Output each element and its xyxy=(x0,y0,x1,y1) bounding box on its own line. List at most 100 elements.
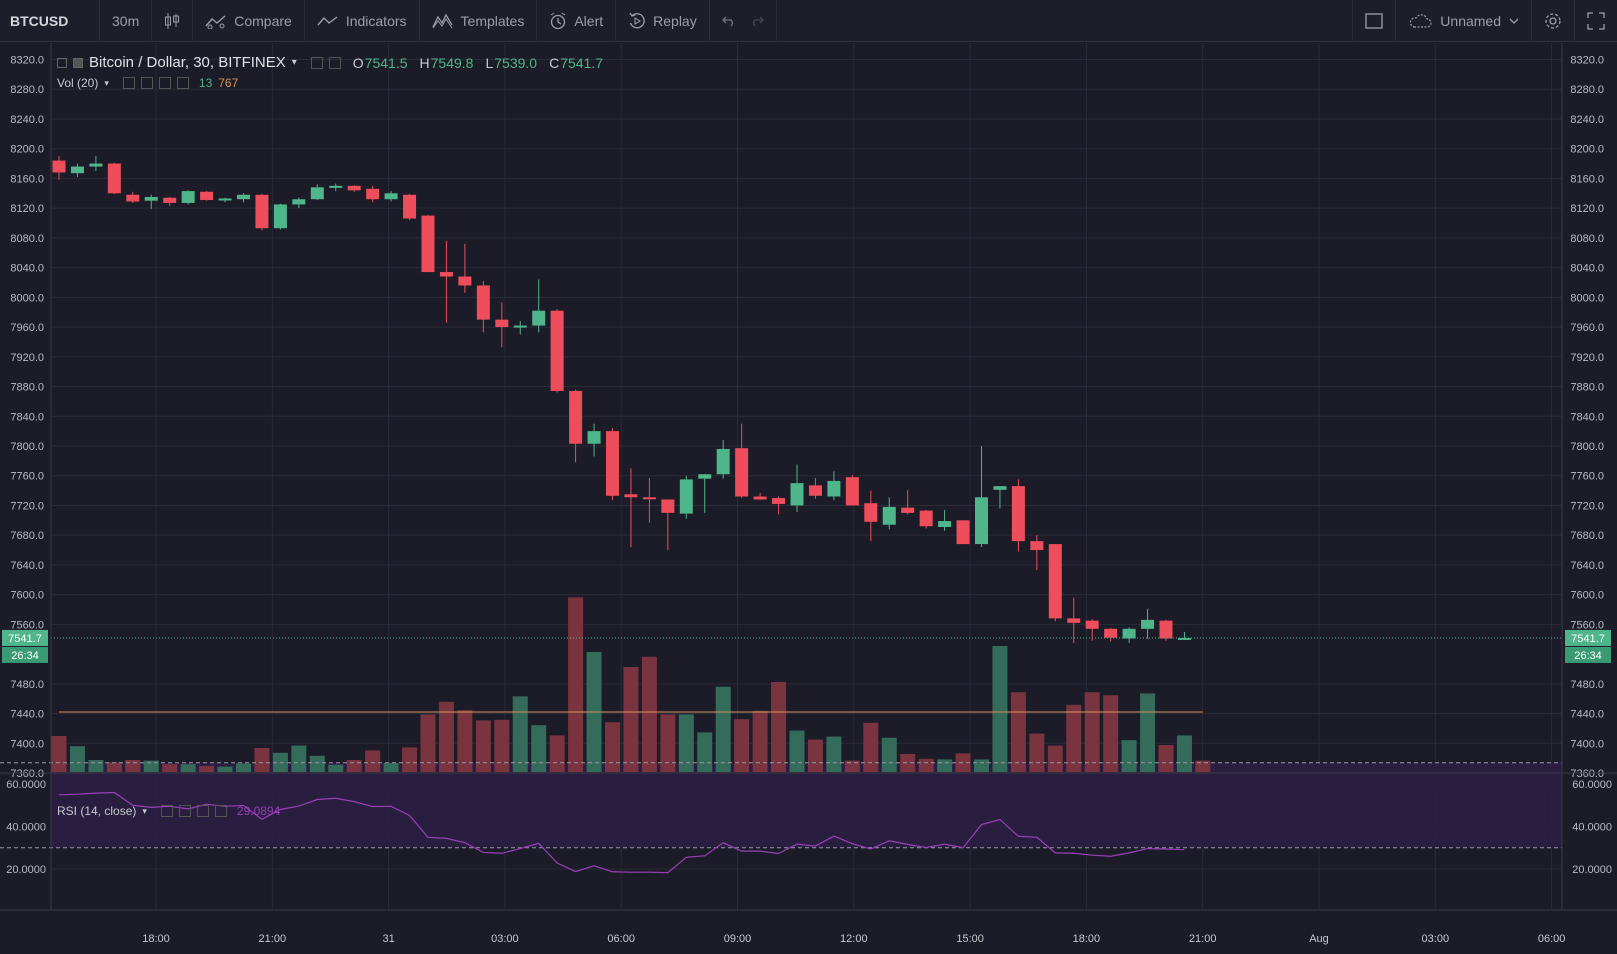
alert-button[interactable]: Alert xyxy=(537,0,617,42)
settings-icon[interactable] xyxy=(140,77,153,89)
last-price-label: 7541.7 xyxy=(1571,633,1605,645)
plus-icon[interactable] xyxy=(196,805,209,817)
y-tick-label-right: 7840.0 xyxy=(1570,411,1604,423)
x-tick-label: Aug xyxy=(1309,933,1329,945)
undo-icon[interactable] xyxy=(721,15,736,27)
save-layout-button[interactable]: Unnamed xyxy=(1396,0,1532,42)
chevron-down-icon[interactable]: ▾ xyxy=(142,805,147,816)
high-value: 7549.8 xyxy=(430,54,474,71)
volume-label[interactable]: Vol (20) xyxy=(57,76,99,90)
templates-button[interactable]: Templates xyxy=(420,0,538,42)
candle xyxy=(975,497,988,545)
indicators-label: Indicators xyxy=(345,12,407,29)
price-chart[interactable]: 8320.0 8320.0 8280.0 8280.0 8240.0 8240.0 8200… xyxy=(0,43,1617,954)
eye-icon[interactable] xyxy=(160,805,173,817)
candle xyxy=(70,166,84,174)
rsi-tick-label-left: 20.0000 xyxy=(6,864,46,876)
candle xyxy=(1067,618,1081,623)
y-tick-label-right: 8000.0 xyxy=(1570,292,1604,304)
close-icon[interactable] xyxy=(214,805,227,817)
rsi-tick-label-right: 60.0000 xyxy=(1572,779,1612,791)
volume-bar xyxy=(623,667,639,772)
candle xyxy=(864,503,878,522)
rsi-label[interactable]: RSI (14, close) xyxy=(57,804,137,818)
price-badge-right xyxy=(1565,629,1611,646)
volume-bar xyxy=(254,748,270,772)
x-tick-label: 21:00 xyxy=(259,933,287,945)
rsi-tick-label-left: 40.0000 xyxy=(6,822,46,834)
chart-area[interactable]: 8320.0 8320.0 8280.0 8280.0 8240.0 8240.0 8200… xyxy=(0,43,1617,954)
eye-icon[interactable] xyxy=(310,56,323,69)
candle xyxy=(237,194,250,200)
rsi-tick-label-right: 40.0000 xyxy=(1572,822,1612,834)
candle xyxy=(1085,620,1099,629)
chevron-down-icon[interactable]: ▾ xyxy=(291,57,297,68)
y-tick-label-right: 7480.0 xyxy=(1570,679,1604,691)
y-tick-label-right: 8240.0 xyxy=(1570,114,1604,126)
candle xyxy=(292,199,306,205)
rsi-tick-label-right: 20.0000 xyxy=(1572,864,1612,876)
candle xyxy=(403,194,417,219)
y-tick-label-left: 8320.0 xyxy=(10,55,44,67)
fullscreen-button[interactable] xyxy=(1575,0,1617,42)
volume-bar xyxy=(217,766,233,772)
volume-bar xyxy=(1029,733,1045,772)
rsi-value: 29.0894 xyxy=(236,804,281,818)
compare-button[interactable]: Compare xyxy=(193,0,305,42)
countdown-label: 26:34 xyxy=(1574,650,1602,662)
volume-bar xyxy=(1047,745,1063,772)
plus-icon[interactable] xyxy=(158,77,171,89)
interval-button[interactable]: 30m xyxy=(100,0,153,42)
settings-button[interactable] xyxy=(1532,0,1575,42)
volume-bar xyxy=(383,763,399,772)
redo-icon[interactable] xyxy=(750,15,764,27)
candle xyxy=(587,431,601,444)
volume-bar xyxy=(51,736,67,772)
eye-icon[interactable] xyxy=(122,77,135,89)
replay-button[interactable]: Replay xyxy=(616,0,710,42)
y-tick-label-right: 7440.0 xyxy=(1570,709,1604,721)
y-tick-label-left: 8080.0 xyxy=(10,233,44,245)
volume-bar xyxy=(106,762,122,772)
volume-bar xyxy=(752,710,768,772)
volume-bar xyxy=(143,760,159,772)
y-tick-label-right: 8320.0 xyxy=(1570,55,1604,67)
x-tick-label: 21:00 xyxy=(1189,933,1217,945)
indicators-button[interactable]: Indicators xyxy=(305,0,420,42)
candle xyxy=(642,497,656,500)
rsi-line xyxy=(58,791,1185,874)
chevron-down-icon[interactable]: ▾ xyxy=(104,77,109,88)
layout-button[interactable] xyxy=(1353,0,1397,42)
candle xyxy=(901,507,915,513)
volume-bar xyxy=(309,755,325,772)
low-value: 7539.0 xyxy=(494,54,538,71)
symbol-search[interactable]: BTCUSD xyxy=(0,0,100,42)
open-value: 7541.5 xyxy=(364,54,408,71)
y-tick-label-left: 7720.0 xyxy=(10,500,44,512)
y-tick-label-right: 7880.0 xyxy=(1570,382,1604,394)
volume-bar xyxy=(1084,692,1100,772)
chart-title[interactable]: Bitcoin / Dollar, 30, BITFINEX xyxy=(89,54,286,71)
settings-icon[interactable] xyxy=(178,805,191,817)
candle xyxy=(366,188,380,200)
candle xyxy=(458,276,472,286)
candle xyxy=(919,510,933,527)
candle xyxy=(735,448,749,497)
y-tick-label-right: 7600.0 xyxy=(1570,590,1604,602)
volume-bar xyxy=(918,758,934,772)
y-tick-label-right: 7560.0 xyxy=(1570,619,1604,631)
y-tick-label-left: 7680.0 xyxy=(10,530,44,542)
settings-icon[interactable] xyxy=(328,56,341,69)
candle xyxy=(273,204,287,229)
symbol-label: BTCUSD xyxy=(10,12,69,29)
y-tick-label-right: 7640.0 xyxy=(1570,560,1604,572)
candle xyxy=(790,483,804,506)
collapse-icon[interactable] xyxy=(57,57,67,68)
chart-type-button[interactable] xyxy=(152,0,194,42)
volume-bar xyxy=(1103,695,1119,772)
candle xyxy=(698,474,712,479)
y-tick-label-left: 7600.0 xyxy=(10,590,44,602)
candle xyxy=(808,485,822,496)
volume-bar xyxy=(457,710,473,772)
close-icon[interactable] xyxy=(176,77,189,89)
